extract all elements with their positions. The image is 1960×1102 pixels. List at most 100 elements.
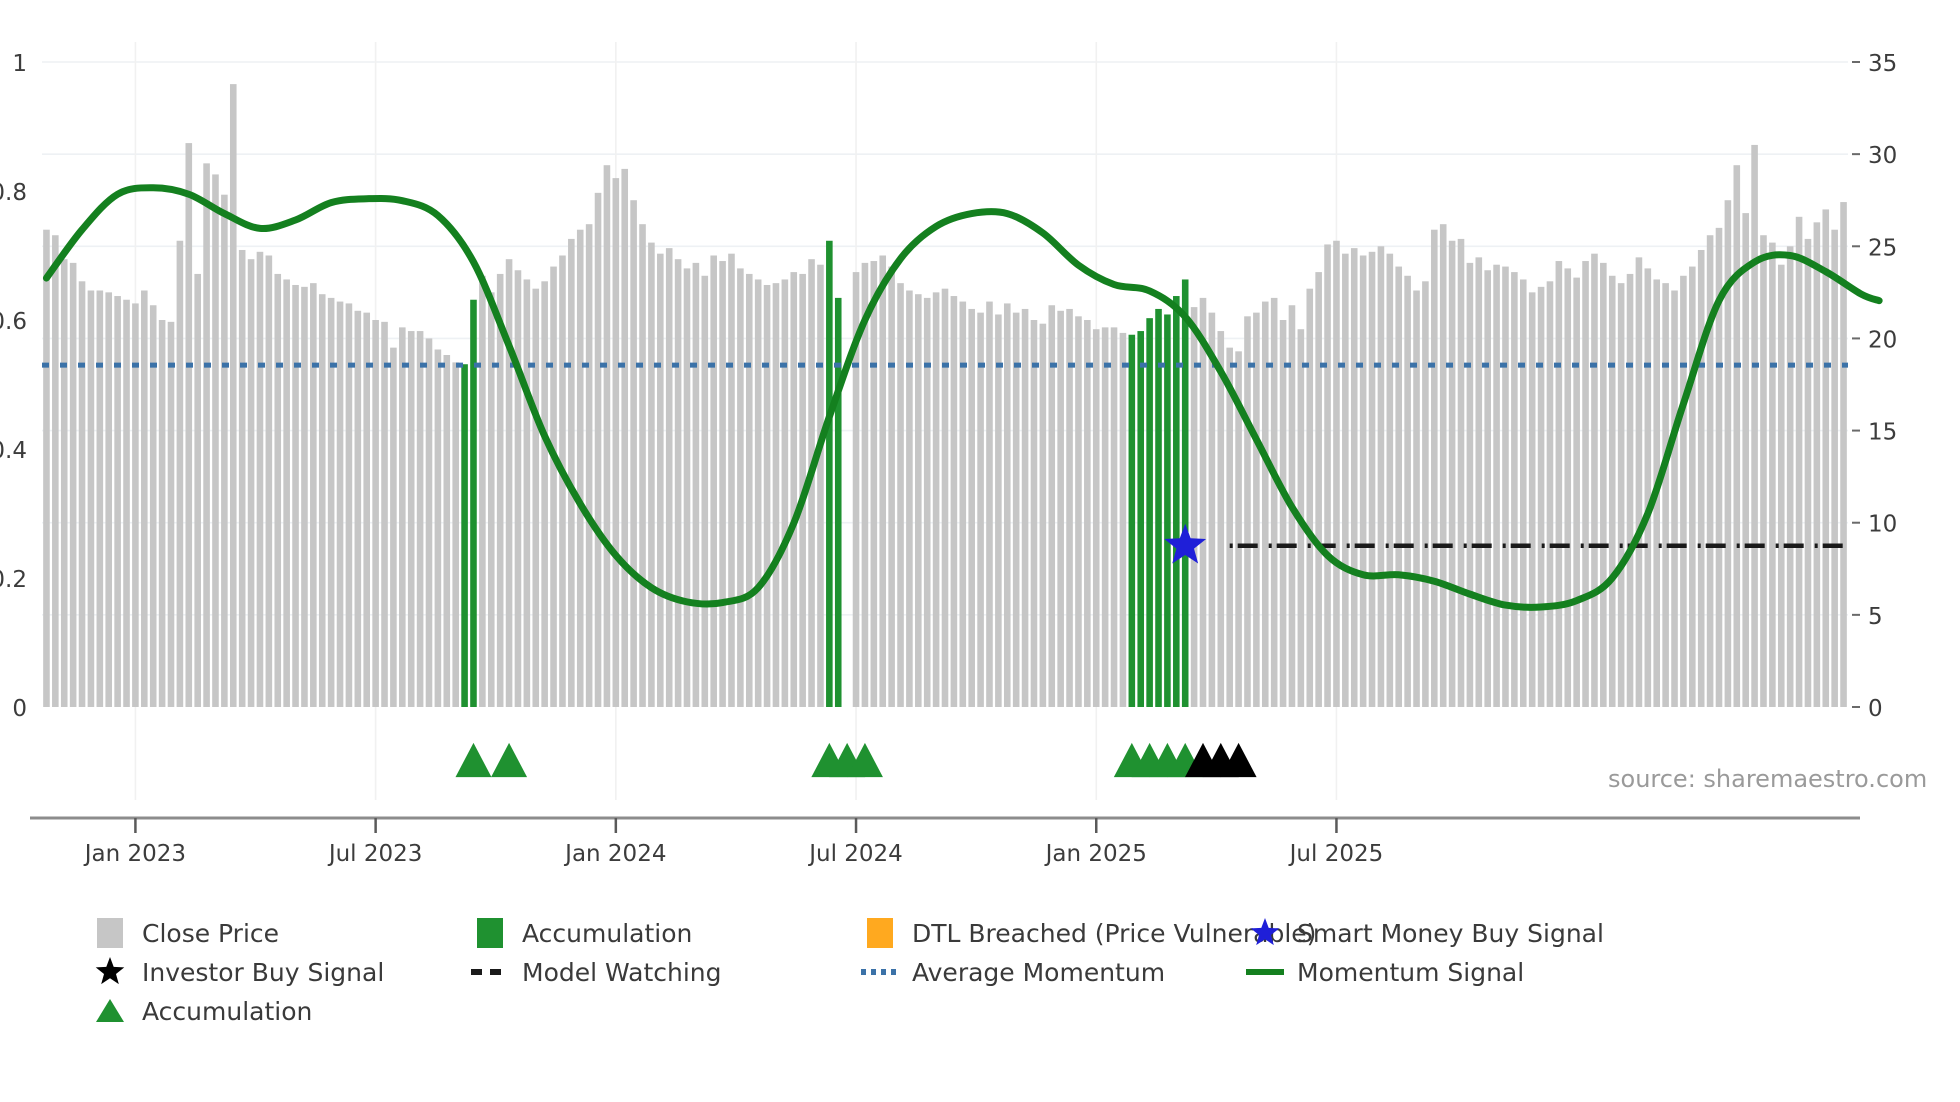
legend-label: DTL Breached (Price Vulnerable)	[912, 918, 1317, 948]
close-price-bar	[132, 303, 139, 707]
close-price-bar	[1484, 270, 1491, 707]
close-price-bar	[1270, 297, 1278, 707]
close-price-bar	[1306, 288, 1314, 707]
close-price-bar	[1519, 279, 1527, 707]
close-price-bar	[1689, 266, 1696, 707]
close-price-bar	[265, 255, 273, 707]
close-price-bar	[69, 262, 77, 707]
close-price-bar	[1813, 222, 1821, 707]
legend-square-icon	[90, 918, 130, 948]
close-price-bar	[1760, 235, 1767, 708]
legend-accumulation-bar[interactable]: Accumulation	[470, 918, 692, 948]
legend-average-momentum[interactable]: Average Momentum	[860, 957, 1165, 987]
close-price-bar	[43, 229, 50, 707]
close-price-bar	[514, 270, 522, 707]
close-price-bar	[1591, 253, 1598, 707]
close-price-bar	[1582, 261, 1589, 707]
close-price-bar	[906, 290, 913, 707]
close-price-bar	[1671, 290, 1678, 707]
right-axis-tick-label: 30	[1868, 143, 1897, 169]
close-price-bar	[1003, 303, 1011, 707]
close-price-bar	[1475, 257, 1483, 707]
close-price-bar	[1537, 286, 1545, 707]
close-price-bar	[60, 259, 68, 707]
left-axis-tick-label: 0.6	[0, 309, 27, 335]
close-price-bar	[283, 279, 290, 707]
legend-accumulation-marker[interactable]: Accumulation	[90, 996, 312, 1026]
close-price-bar	[923, 297, 931, 707]
close-price-bar	[194, 273, 201, 707]
close-price-bar	[754, 279, 762, 707]
close-price-bar	[879, 255, 887, 707]
close-price-bar	[1546, 281, 1554, 707]
close-price-bar	[1021, 308, 1029, 707]
legend-triangle-icon	[90, 996, 130, 1026]
close-price-bar	[763, 284, 771, 707]
left-axis-tick-label: 0.4	[0, 438, 27, 464]
close-price-bar	[176, 240, 184, 707]
close-price-bar	[1439, 224, 1447, 708]
close-price-bar	[790, 272, 798, 707]
close-price-bar	[505, 259, 513, 707]
close-price-bar	[1626, 273, 1634, 707]
accumulation-bar	[1173, 296, 1180, 707]
close-price-bar	[1822, 209, 1830, 707]
close-price-bar	[1777, 264, 1785, 707]
close-price-bar	[1706, 235, 1714, 708]
legend-label: Momentum Signal	[1297, 957, 1525, 987]
close-price-bar	[1404, 275, 1411, 707]
close-price-bar	[1208, 312, 1216, 707]
legend-star-icon	[1245, 918, 1285, 948]
close-price-bar	[167, 321, 175, 707]
close-price-bar	[372, 320, 379, 707]
close-price-bar	[986, 301, 993, 707]
legend-square-icon	[860, 918, 900, 948]
left-axis-ticks: 0 0.2 0.4 0.6 0.8 1	[0, 51, 27, 722]
accumulation-bar	[1146, 318, 1153, 707]
close-price-bar	[621, 168, 629, 707]
close-price-bar	[1742, 213, 1749, 708]
close-price-bar	[407, 331, 415, 707]
close-price-bar	[1608, 275, 1616, 707]
accumulation-bar	[1155, 308, 1162, 707]
legend-dtl-breached[interactable]: DTL Breached (Price Vulnerable)	[860, 918, 1316, 948]
legend-label: Close Price	[142, 918, 280, 948]
close-price-bar	[648, 242, 655, 707]
smart-money-buy-signal-marker	[1164, 523, 1207, 564]
legend-close-price[interactable]: Close Price	[90, 918, 279, 948]
close-price-bar	[1662, 283, 1669, 707]
close-price-bar	[1564, 268, 1572, 707]
legend-momentum-signal[interactable]: Momentum Signal	[1245, 957, 1524, 987]
right-axis-tick-label: 25	[1868, 235, 1897, 261]
close-price-bar	[479, 275, 486, 707]
close-price-bar	[141, 290, 148, 707]
color-swatch	[97, 918, 123, 948]
legend-model-watching[interactable]: Model Watching	[470, 957, 722, 987]
right-axis-ticks: 0 5 10 15 20 25 30 35	[1852, 51, 1897, 722]
right-axis-tick-label: 5	[1868, 604, 1883, 630]
close-price-bar	[657, 253, 664, 707]
right-axis-tick-label: 20	[1868, 327, 1897, 353]
close-price-bar	[594, 192, 602, 708]
close-price-bars	[43, 84, 1847, 708]
close-price-bar	[381, 321, 388, 707]
accumulation-bar	[1181, 279, 1189, 707]
close-price-bar	[1804, 238, 1812, 707]
close-price-bar	[888, 266, 895, 707]
left-axis-tick-label: 0.8	[0, 180, 27, 206]
close-price-bar	[1422, 281, 1429, 707]
close-price-bar	[737, 268, 744, 707]
legend-investor-buy-signal[interactable]: Investor Buy Signal	[90, 957, 384, 987]
accumulation-bar	[461, 364, 468, 707]
close-price-bar	[1368, 251, 1376, 707]
close-price-bar	[550, 266, 557, 707]
close-price-bar	[1555, 261, 1563, 707]
legend-label: Model Watching	[522, 957, 722, 987]
close-price-bar	[1066, 308, 1073, 707]
close-price-bar	[692, 262, 700, 707]
close-price-bar	[1235, 351, 1242, 707]
legend-smart-money-buy-signal[interactable]: Smart Money Buy Signal	[1245, 918, 1604, 948]
right-axis-tick-label: 35	[1868, 51, 1897, 77]
close-price-bar	[1573, 277, 1580, 707]
legend-label: Accumulation	[142, 996, 313, 1026]
